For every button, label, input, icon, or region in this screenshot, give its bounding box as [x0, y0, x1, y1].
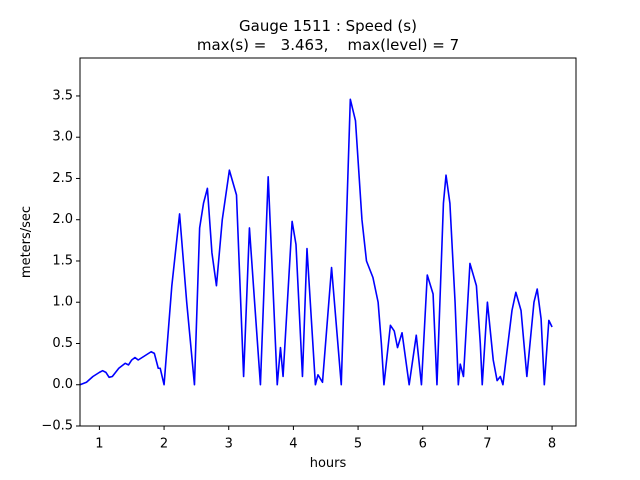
y-tick-label: −0.5 [41, 419, 73, 434]
plot-frame [79, 57, 577, 427]
y-tick-label: 0.0 [52, 377, 73, 392]
x-tick-label: 2 [160, 437, 168, 452]
y-tick-label: 1.5 [52, 253, 73, 268]
y-tick-label: 2.0 [52, 212, 73, 227]
y-tick-label: 1.0 [52, 295, 73, 310]
y-tick-label: 3.5 [52, 88, 73, 103]
x-tick-label: 1 [95, 437, 103, 452]
x-tick-label: 7 [483, 437, 491, 452]
x-tick-label: 5 [354, 437, 362, 452]
x-axis-label: hours [310, 456, 347, 471]
y-tick-label: 2.5 [52, 171, 73, 186]
y-axis-label: meters/sec [19, 206, 34, 278]
chart-title: Gauge 1511 : Speed (s) [239, 17, 417, 35]
x-tick-label: 4 [289, 437, 297, 452]
chart-subtitle: max(s) = 3.463, max(level) = 7 [197, 36, 459, 54]
data-line [80, 98, 553, 386]
x-tick-label: 6 [419, 437, 427, 452]
y-tick-label: 3.0 [52, 130, 73, 145]
y-tick-label: 0.5 [52, 336, 73, 351]
x-tick-label: 3 [225, 437, 233, 452]
x-tick-label: 8 [548, 437, 556, 452]
